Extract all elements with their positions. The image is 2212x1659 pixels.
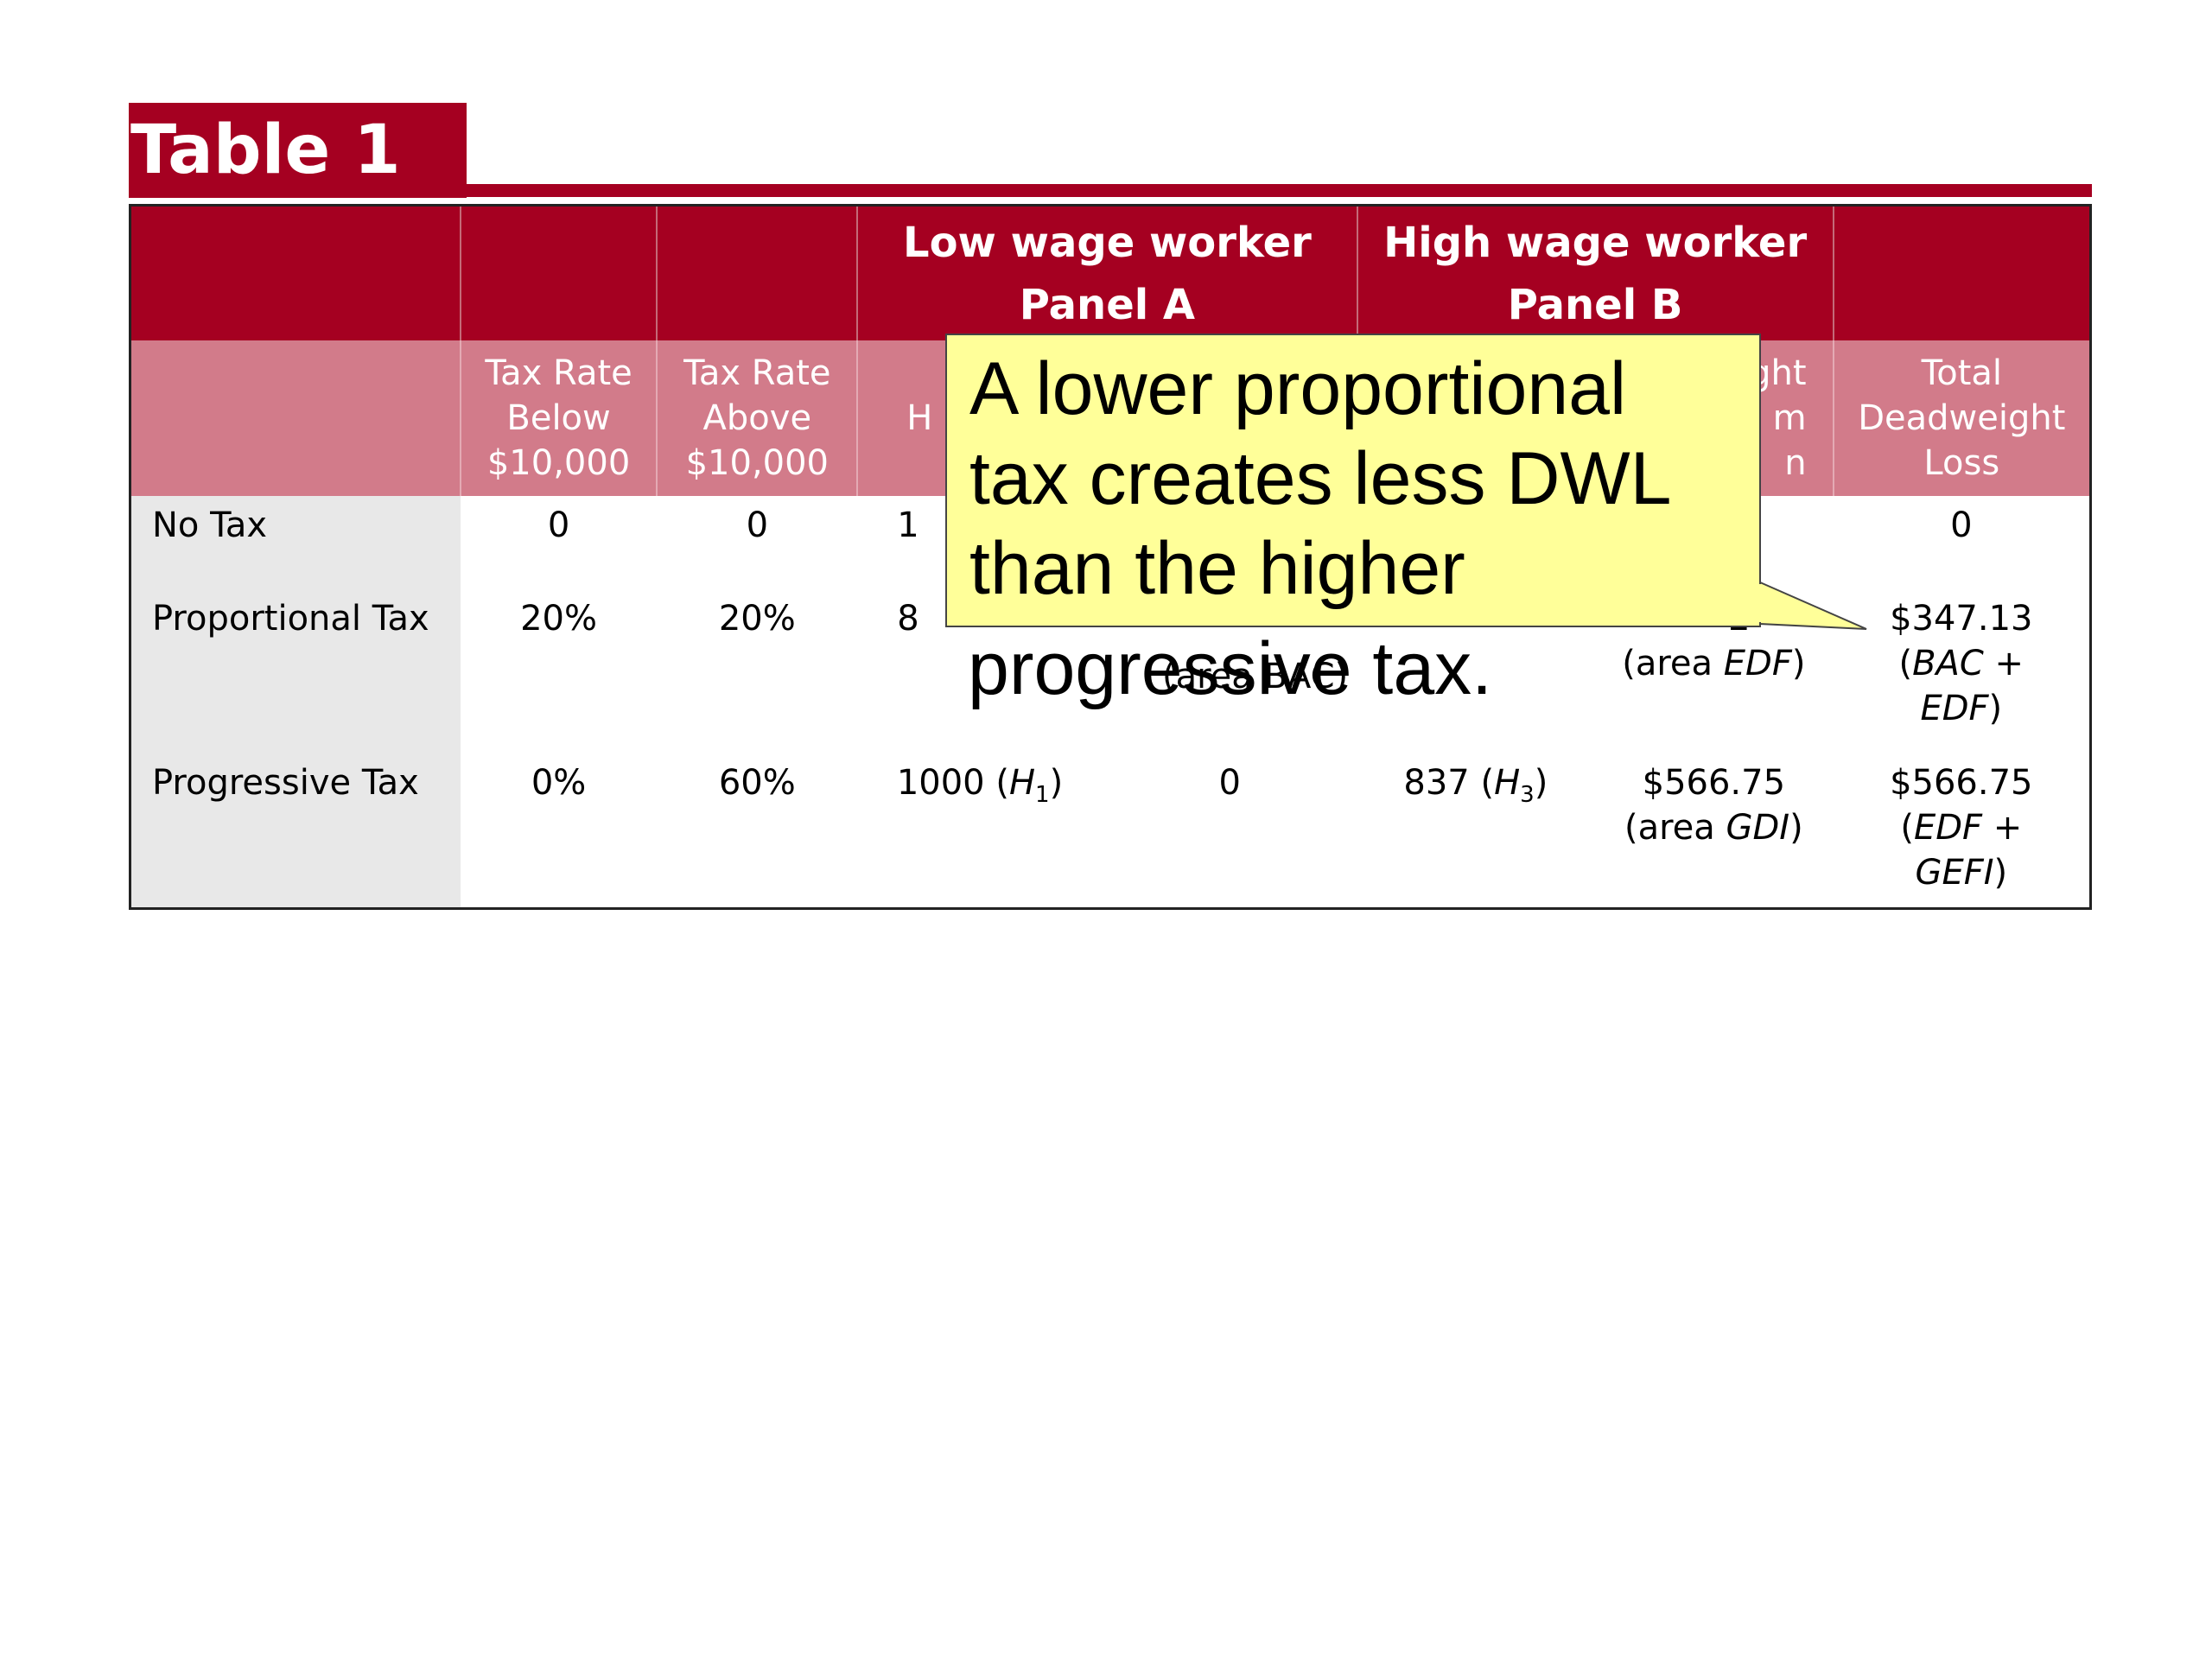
cell-text: $566.75 [1642, 763, 1786, 803]
header-text: Tax Rate [683, 353, 831, 393]
cell-text: $347.13 [1890, 599, 2033, 639]
header-total-dwl: Total Deadweight Loss [1832, 340, 2091, 496]
header-text: n [1784, 443, 1807, 483]
header-cell-empty [130, 340, 461, 496]
header-cell-empty [130, 205, 461, 340]
cell-high-dwl: $566.75 (area GDI) [1594, 753, 1834, 909]
title-rule [129, 184, 2092, 197]
row-label: Proportional Tax [130, 589, 461, 753]
cell-tax-below: 0 [547, 505, 570, 545]
cell-text: (EDF + [1900, 808, 2023, 848]
cell-low-hours: 8 [897, 599, 919, 639]
header-text: m [1772, 398, 1807, 438]
hidden-low-dwl-area: (area BAC) [1162, 657, 1349, 696]
cell-low-hours: 1000 (H1) [896, 763, 1064, 808]
header-text: Loss [1923, 443, 2000, 483]
header-text: $10,000 [486, 443, 631, 483]
cell-text: $566.75 [1890, 763, 2033, 803]
cell-text: (area EDF) [1622, 644, 1806, 683]
callout-box: A lower proportional tax creates less DW… [945, 334, 1761, 627]
cell-text: (area GDI) [1624, 808, 1803, 848]
row-label: No Tax [130, 496, 461, 589]
header-tax-below: Tax Rate Below $10,000 [459, 340, 658, 496]
table-row: No Tax 0 0 1 0 [130, 496, 2091, 589]
header-cell-empty [656, 205, 858, 340]
header-low-wage-panel: Panel A [1019, 280, 1196, 329]
cell-tax-below: 0% [531, 763, 587, 803]
header-cell-empty [459, 205, 658, 340]
header-high-wage: High wage worker Panel B [1356, 205, 1834, 340]
table-title: Table 1 [129, 103, 467, 198]
callout-overflow-text: progressive tax. [968, 627, 1493, 710]
cell-low-dwl: 0 [1218, 763, 1241, 803]
cell-total-dwl: 0 [1950, 505, 1973, 545]
header-text: Deadweight [1858, 398, 2066, 438]
callout-line: tax creates less DWL [969, 437, 1672, 520]
cell-text: (BAC + [1898, 644, 2024, 683]
header-low-wage-title: Low wage worker [902, 218, 1312, 267]
header-text: Above [702, 398, 812, 438]
header-high-wage-panel: Panel B [1507, 280, 1683, 329]
cell-text: GEFI) [1915, 853, 2008, 893]
table-row: Progressive Tax 0% 60% 1000 (H1) 0 837 (… [130, 753, 2091, 909]
header-text: Total [1921, 353, 2002, 393]
table-row: Proportional Tax 20% 20% 8 2 (area EDF) … [130, 589, 2091, 753]
header-row-groups: Low wage worker Panel A High wage worker… [130, 205, 2091, 340]
cell-tax-below: 20% [520, 599, 598, 639]
header-text: Below [506, 398, 611, 438]
cell-text: EDF) [1920, 689, 2003, 728]
cell-tax-above: 20% [718, 599, 796, 639]
callout-line: A lower proportional [969, 347, 1627, 430]
header-high-wage-title: High wage worker [1383, 218, 1808, 267]
header-low-wage: Low wage worker Panel A [856, 205, 1357, 340]
header-tax-above: Tax Rate Above $10,000 [656, 340, 858, 496]
cell-high-hours: 837 (H3) [1403, 763, 1548, 808]
header-text: H [906, 398, 933, 438]
cell-total-dwl: $347.13 (BAC + EDF) [1834, 589, 2091, 753]
cell-tax-above: 60% [718, 763, 796, 803]
cell-tax-above: 0 [746, 505, 769, 545]
cell-low-hours: 1 [897, 505, 919, 545]
callout-line: than the higher [969, 527, 1465, 610]
header-text: Tax Rate [485, 353, 632, 393]
header-text: $10,000 [685, 443, 830, 483]
row-label: Progressive Tax [130, 753, 461, 909]
cell-total-dwl: $566.75 (EDF + GEFI) [1834, 753, 2091, 909]
header-cell-empty [1832, 205, 2091, 340]
